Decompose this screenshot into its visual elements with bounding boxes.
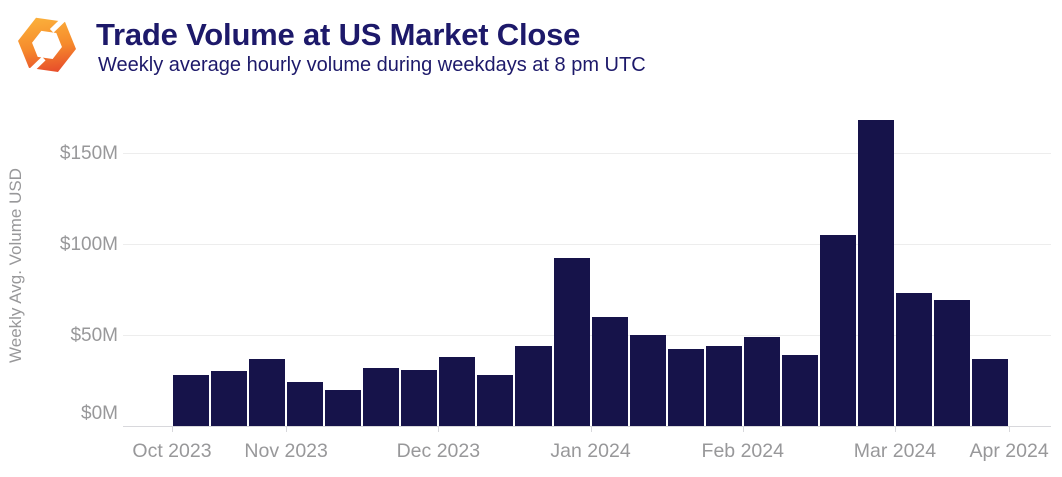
bar[interactable]	[857, 119, 894, 426]
x-tick-mark	[286, 427, 288, 432]
bar[interactable]	[591, 316, 628, 426]
bar[interactable]	[325, 389, 362, 426]
bar[interactable]	[895, 292, 933, 426]
x-tick-label: Apr 2024	[969, 440, 1049, 462]
bar[interactable]	[667, 349, 704, 426]
y-tick-label: $0M	[81, 403, 118, 424]
bar[interactable]	[439, 356, 476, 426]
x-tick-mark	[590, 427, 592, 432]
bar[interactable]	[972, 358, 1009, 426]
chart-subtitle: Weekly average hourly volume during week…	[98, 54, 646, 76]
bar[interactable]	[743, 336, 780, 426]
bar[interactable]	[781, 354, 818, 426]
gridline	[123, 152, 1051, 154]
x-tick-mark	[438, 427, 440, 432]
x-axis-line	[123, 426, 1051, 427]
x-tick-label: Oct 2023	[132, 440, 212, 462]
x-tick-label: Jan 2024	[550, 440, 631, 462]
bar[interactable]	[287, 382, 324, 426]
x-tick-mark	[172, 427, 173, 432]
bar[interactable]	[934, 300, 971, 426]
x-tick-label: Mar 2024	[853, 440, 937, 462]
bar[interactable]	[477, 374, 514, 426]
brand-logo-icon	[18, 13, 76, 77]
bar[interactable]	[249, 358, 286, 426]
bar[interactable]	[211, 371, 248, 426]
bar[interactable]	[705, 345, 742, 426]
x-tick-label: Nov 2023	[244, 440, 328, 462]
x-tick-label: Dec 2023	[396, 440, 481, 462]
x-tick-mark	[1009, 427, 1011, 432]
bar[interactable]	[363, 367, 400, 426]
y-tick-label: $50M	[70, 324, 118, 346]
gridline	[123, 243, 1051, 245]
bar[interactable]	[401, 369, 438, 426]
bar[interactable]	[819, 234, 856, 426]
x-tick-mark	[894, 427, 896, 432]
x-tick-label: Feb 2024	[701, 440, 784, 462]
x-tick-mark	[742, 427, 744, 432]
y-tick-label: $100M	[59, 233, 118, 255]
chart-title: Trade Volume at US Market Close	[96, 17, 581, 52]
bar[interactable]	[629, 334, 666, 426]
bar[interactable]	[515, 345, 552, 426]
y-tick-label: $150M	[59, 142, 118, 164]
bar[interactable]	[553, 258, 590, 426]
y-axis-title: Weekly Avg. Volume USD	[6, 168, 25, 363]
bar[interactable]	[173, 374, 210, 426]
